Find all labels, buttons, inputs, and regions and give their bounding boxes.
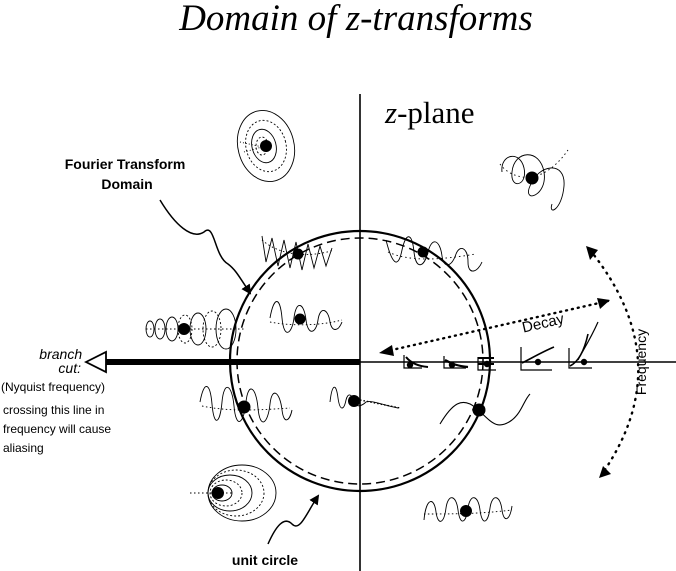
branch-note-line3: frequency will cause [3,422,111,436]
axis-signal-glyphs [403,333,592,371]
fourier-pointer-arrow [159,199,252,295]
branch-note-line4: aliasing [3,441,44,455]
pole-glyph-center [329,386,401,409]
pole-glyph-bottom-left [190,464,277,522]
branch-note-line1: (Nyquist frequency) [1,380,105,394]
z-plane-label-rest: -plane [397,95,474,130]
unit-circle-label: unit circle [232,552,298,568]
z-plane-label: z-plane [384,95,475,130]
pole-glyph-top-left [236,110,296,182]
frequency-arrowhead-bottom [599,466,611,478]
frequency-label: Frequency [633,329,649,395]
decay-label: Decay [520,310,566,336]
unit-circle-dashed [236,237,484,485]
fourier-label: Fourier Transform Domain [65,156,189,192]
frequency-arc [588,248,640,476]
pole-glyph-upper-right-circle [385,236,483,272]
branch-cut-label: branch cut: [39,346,86,376]
decay-arrowhead-right [597,298,610,309]
fourier-label-line2: Domain [101,176,152,192]
decay-arrow [381,299,610,354]
pole-glyph-bottom-right [423,497,513,522]
pole-glyph-far-left [145,308,246,350]
branch-cut-label-line1: branch [39,346,82,362]
unit-circle-pointer-arrow [267,494,320,545]
pole-glyph-top-right [499,149,569,211]
branch-note: (Nyquist frequency) crossing this line i… [1,380,114,455]
branch-cut-arrowhead [83,350,107,374]
fourier-label-line1: Fourier Transform [65,156,186,172]
pole-glyph-lower-left-circle [199,386,293,423]
z-plane-label-z: z [384,95,397,130]
branch-cut-label-line2: cut: [58,360,81,376]
pole-glyph-left-inner [269,301,343,333]
diagram-title: Domain of z-transforms [178,0,533,39]
frequency-arrowhead-top [586,246,598,260]
decay-arrowhead-left [379,345,394,356]
branch-note-line2: crossing this line in [3,403,104,417]
unit-circle [228,229,492,493]
pole-glyph-upper-left-circle [261,235,335,271]
pole-glyph-lower-right-circle [439,393,531,426]
